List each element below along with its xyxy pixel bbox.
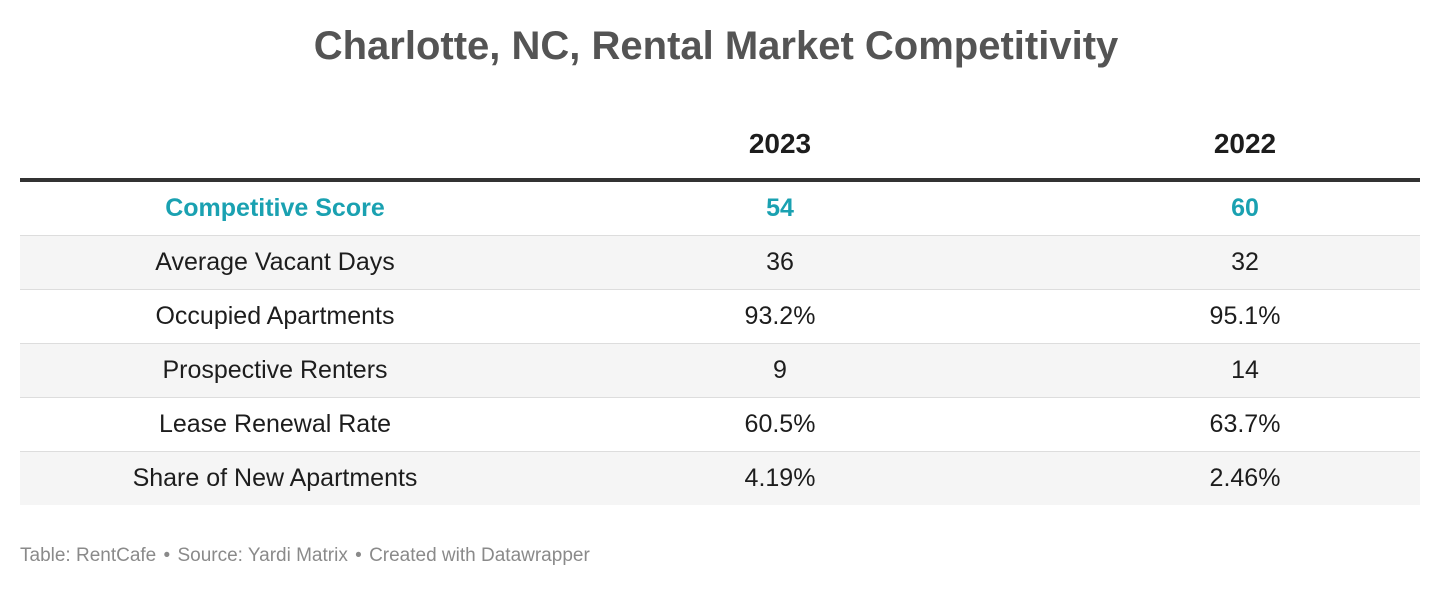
cell-2022: 32 (1030, 235, 1420, 290)
cell-2022: 2.46% (1030, 451, 1420, 505)
row-label: Average Vacant Days (20, 235, 530, 290)
row-label: Competitive Score (20, 180, 530, 236)
row-label: Prospective Renters (20, 343, 530, 398)
cell-2023: 93.2% (530, 289, 1030, 344)
column-header-label (20, 110, 530, 182)
footer-separator: • (163, 545, 171, 566)
footer-source: Source: Yardi Matrix (177, 545, 348, 566)
footer-note: Table: RentCafe • Source: Yardi Matrix •… (20, 542, 590, 570)
table-row: Share of New Apartments 4.19% 2.46% (20, 451, 1420, 505)
cell-2023: 4.19% (530, 451, 1030, 505)
row-label: Lease Renewal Rate (20, 397, 530, 452)
cell-2022: 63.7% (1030, 397, 1420, 452)
table-row: Lease Renewal Rate 60.5% 63.7% (20, 397, 1420, 452)
row-label: Occupied Apartments (20, 289, 530, 344)
cell-2023: 60.5% (530, 397, 1030, 452)
page-title: Charlotte, NC, Rental Market Competitivi… (313, 24, 1119, 68)
cell-2022: 60 (1030, 180, 1420, 236)
table-row: Competitive Score 54 60 (20, 180, 1420, 236)
table-row: Occupied Apartments 93.2% 95.1% (20, 289, 1420, 344)
table-header-row: 2023 2022 (20, 110, 1420, 182)
data-table-container: 2023 2022 Competitive Score 54 60 Averag… (20, 110, 1420, 505)
cell-2023: 54 (530, 180, 1030, 236)
footer-separator: • (355, 545, 362, 566)
footer-table-credit: Table: RentCafe (20, 545, 157, 566)
cell-2023: 36 (530, 235, 1030, 290)
data-table: 2023 2022 Competitive Score 54 60 Averag… (20, 110, 1420, 505)
table-row: Average Vacant Days 36 32 (20, 235, 1420, 290)
table-row: Prospective Renters 9 14 (20, 343, 1420, 398)
cell-2023: 9 (530, 343, 1030, 398)
cell-2022: 95.1% (1030, 289, 1420, 344)
column-header-2023: 2023 (530, 110, 1030, 182)
cell-2022: 14 (1030, 343, 1420, 398)
column-header-2022: 2022 (1030, 110, 1420, 182)
footer-datawrapper-credit: Created with Datawrapper (369, 545, 590, 566)
row-label: Share of New Apartments (20, 451, 530, 505)
